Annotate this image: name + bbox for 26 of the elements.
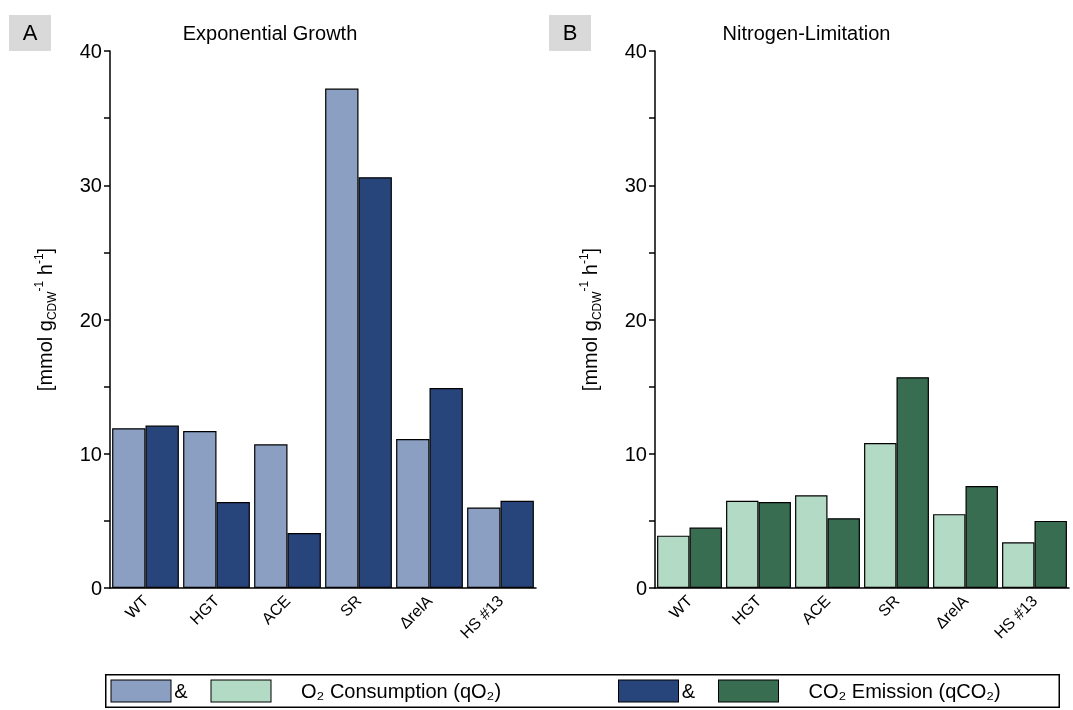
y-tick-label: 40 [624, 40, 647, 62]
x-tick-label: HS #13 [990, 591, 1041, 642]
y-axis-title: [mmol gCDW-1 h-1] [32, 247, 59, 392]
legend-label: O₂ Consumption (qO₂) [301, 680, 502, 702]
x-tick-label: HS #13 [456, 591, 507, 642]
text: & [174, 680, 188, 702]
y-tick-label: 30 [624, 174, 647, 197]
text: A [9, 15, 51, 51]
x-tick-label: WT [665, 591, 696, 622]
x-tick-label: WT [121, 591, 152, 622]
chart-title: Exponential Growth [182, 22, 358, 44]
legend-label: CO₂ Emission (qCO₂) [808, 680, 1001, 702]
text: & [681, 680, 696, 702]
y-tick-label: 20 [624, 308, 647, 331]
y-tick-label: 10 [624, 442, 647, 465]
y-tick-label: 30 [79, 174, 102, 197]
y-tick-label: 0 [90, 577, 102, 599]
y-tick-label: 40 [79, 40, 102, 62]
x-tick-label: SR [874, 591, 903, 620]
y-tick-label: 10 [79, 442, 102, 465]
x-tick-label: SR [336, 591, 365, 620]
text: B [549, 15, 591, 51]
y-axis-title: [mmol gCDW-1 h-1] [577, 247, 604, 392]
chart-title: Nitrogen-Limitation [722, 22, 891, 44]
y-tick-label: 0 [635, 577, 647, 599]
y-tick-label: 20 [79, 308, 102, 331]
